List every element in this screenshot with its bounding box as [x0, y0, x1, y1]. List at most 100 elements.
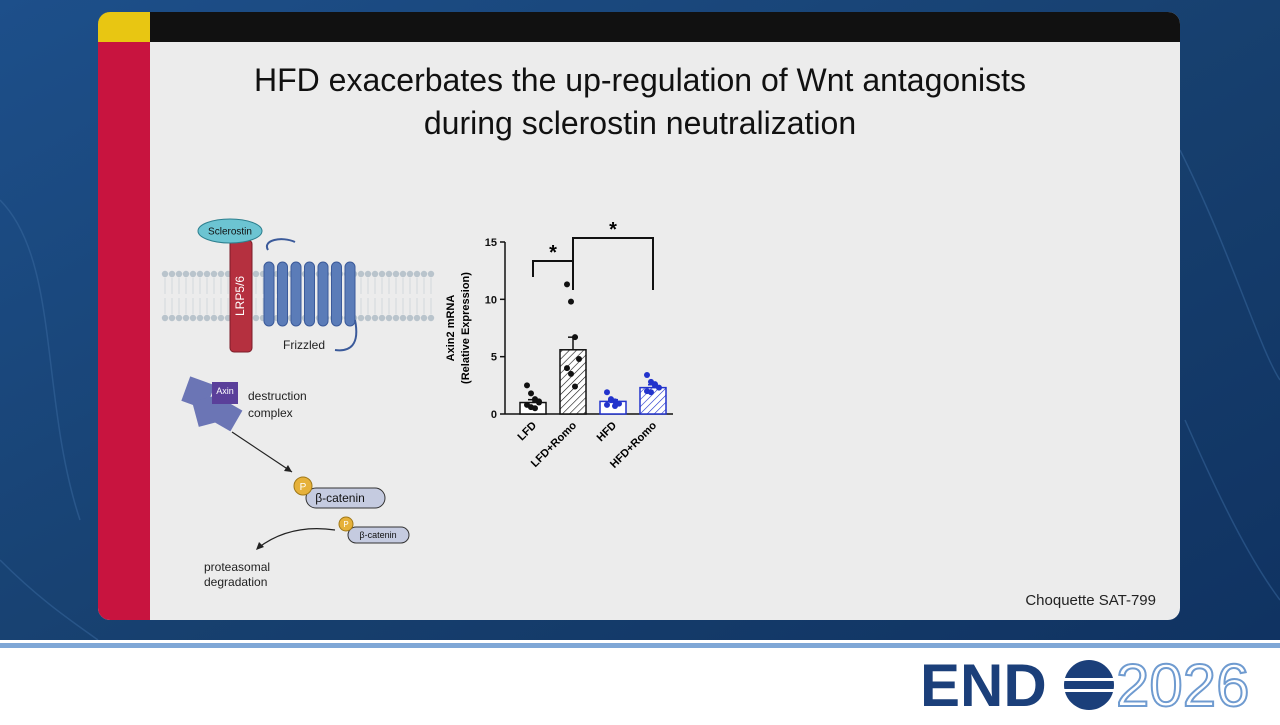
corner-accent [98, 12, 150, 42]
lipid-head [196, 314, 204, 322]
lipid-head [175, 270, 183, 278]
y-axis-label: Axin2 mRNA [445, 295, 457, 362]
lipid-head [371, 270, 379, 278]
lipid-head [378, 270, 386, 278]
complex-label: complex [248, 406, 293, 420]
lipid-head [168, 314, 176, 322]
sclerostin-label: Sclerostin [208, 227, 252, 238]
frizzled-helix [331, 261, 342, 327]
lipid-head [196, 270, 204, 278]
lipid-head [210, 270, 218, 278]
lipid-head [385, 314, 393, 322]
lipid-head [413, 270, 421, 278]
data-point [648, 389, 654, 396]
slide-title: during sclerostin neutralization [424, 105, 856, 141]
lipid-head [357, 314, 365, 322]
beta-catenin-label: β-catenin [315, 491, 365, 505]
lipid-head [210, 314, 218, 322]
data-point [564, 281, 570, 288]
significance-label: * [549, 242, 557, 264]
arrow [257, 528, 336, 549]
lipid-head [252, 314, 260, 322]
arrowhead [256, 542, 264, 550]
y-axis-label: (Relative Expression) [460, 272, 472, 384]
beta-catenin [347, 526, 410, 544]
lipid-head [189, 314, 197, 322]
lipid-head [406, 270, 414, 278]
lipid-head [161, 314, 169, 322]
y-tick-label: 15 [485, 237, 497, 249]
beta-catenin [305, 487, 386, 509]
receptor-label: LRP5/6 [233, 276, 247, 316]
data-point [572, 334, 578, 341]
data-point [652, 382, 658, 389]
data-point [612, 402, 618, 409]
beta-catenin-label: β-catenin [359, 530, 396, 540]
data-point [608, 397, 614, 404]
top-bar [98, 12, 1180, 42]
data-point [524, 382, 530, 389]
phosphate-label: P [300, 482, 307, 493]
frizzled-helix [290, 261, 302, 327]
arrow [231, 431, 293, 473]
bar [559, 349, 587, 415]
data-point [604, 401, 610, 408]
data-point [532, 405, 538, 412]
slide-title: HFD exacerbates the up-regulation of Wnt… [254, 62, 1026, 98]
lipid-head [392, 270, 400, 278]
lipid-head [189, 270, 197, 278]
lipid-head [399, 314, 407, 322]
lipid-head [392, 314, 400, 322]
slide-card [98, 12, 1180, 620]
lipid-head [427, 270, 435, 278]
lipid-head [175, 314, 183, 322]
logo-year: 2026 [1116, 652, 1249, 719]
phosphate [338, 516, 354, 532]
frizzled-helix [263, 261, 275, 327]
axin-label: Axin [216, 386, 234, 396]
lipid-head [182, 314, 190, 322]
data-point [568, 298, 574, 305]
frizzled-label: Frizzled [283, 338, 325, 352]
lipid-head [203, 314, 211, 322]
lipid-head [364, 314, 372, 322]
significance-bracket [572, 237, 654, 290]
card-bg [98, 12, 1180, 620]
degradation-label: degradation [204, 575, 267, 589]
arrowhead [284, 465, 292, 472]
data-point [564, 365, 570, 372]
slide-footer: Choquette SAT-799 [1025, 592, 1156, 609]
lipid-head [364, 270, 372, 278]
significance-label: * [609, 219, 617, 241]
degradation-label: proteasomal [204, 560, 270, 574]
lipid-head [385, 270, 393, 278]
lipid-head [399, 270, 407, 278]
lipid-head [420, 314, 428, 322]
frizzled-helix [277, 261, 288, 327]
lipid-head [427, 314, 435, 322]
data-point [572, 383, 578, 390]
lipid-head [252, 270, 260, 278]
lipid-head [217, 270, 225, 278]
data-point [528, 390, 534, 397]
frizzled-helix [344, 261, 356, 327]
frizzled-tail [334, 319, 358, 352]
lipid-head [203, 270, 211, 278]
lipid-head [168, 270, 176, 278]
lipid-head [371, 314, 379, 322]
lipid-head [406, 314, 414, 322]
lipid-head [420, 270, 428, 278]
logo-brand: END [920, 652, 1047, 719]
lipid-head [182, 270, 190, 278]
data-point [644, 372, 650, 379]
lipid-head [161, 270, 169, 278]
phosphate [293, 476, 313, 496]
data-point [604, 389, 610, 396]
data-point [536, 398, 542, 405]
phosphate-label: P [343, 520, 348, 529]
destruction-complex [181, 376, 243, 432]
data-point [568, 370, 574, 377]
y-tick-label: 10 [485, 294, 497, 306]
